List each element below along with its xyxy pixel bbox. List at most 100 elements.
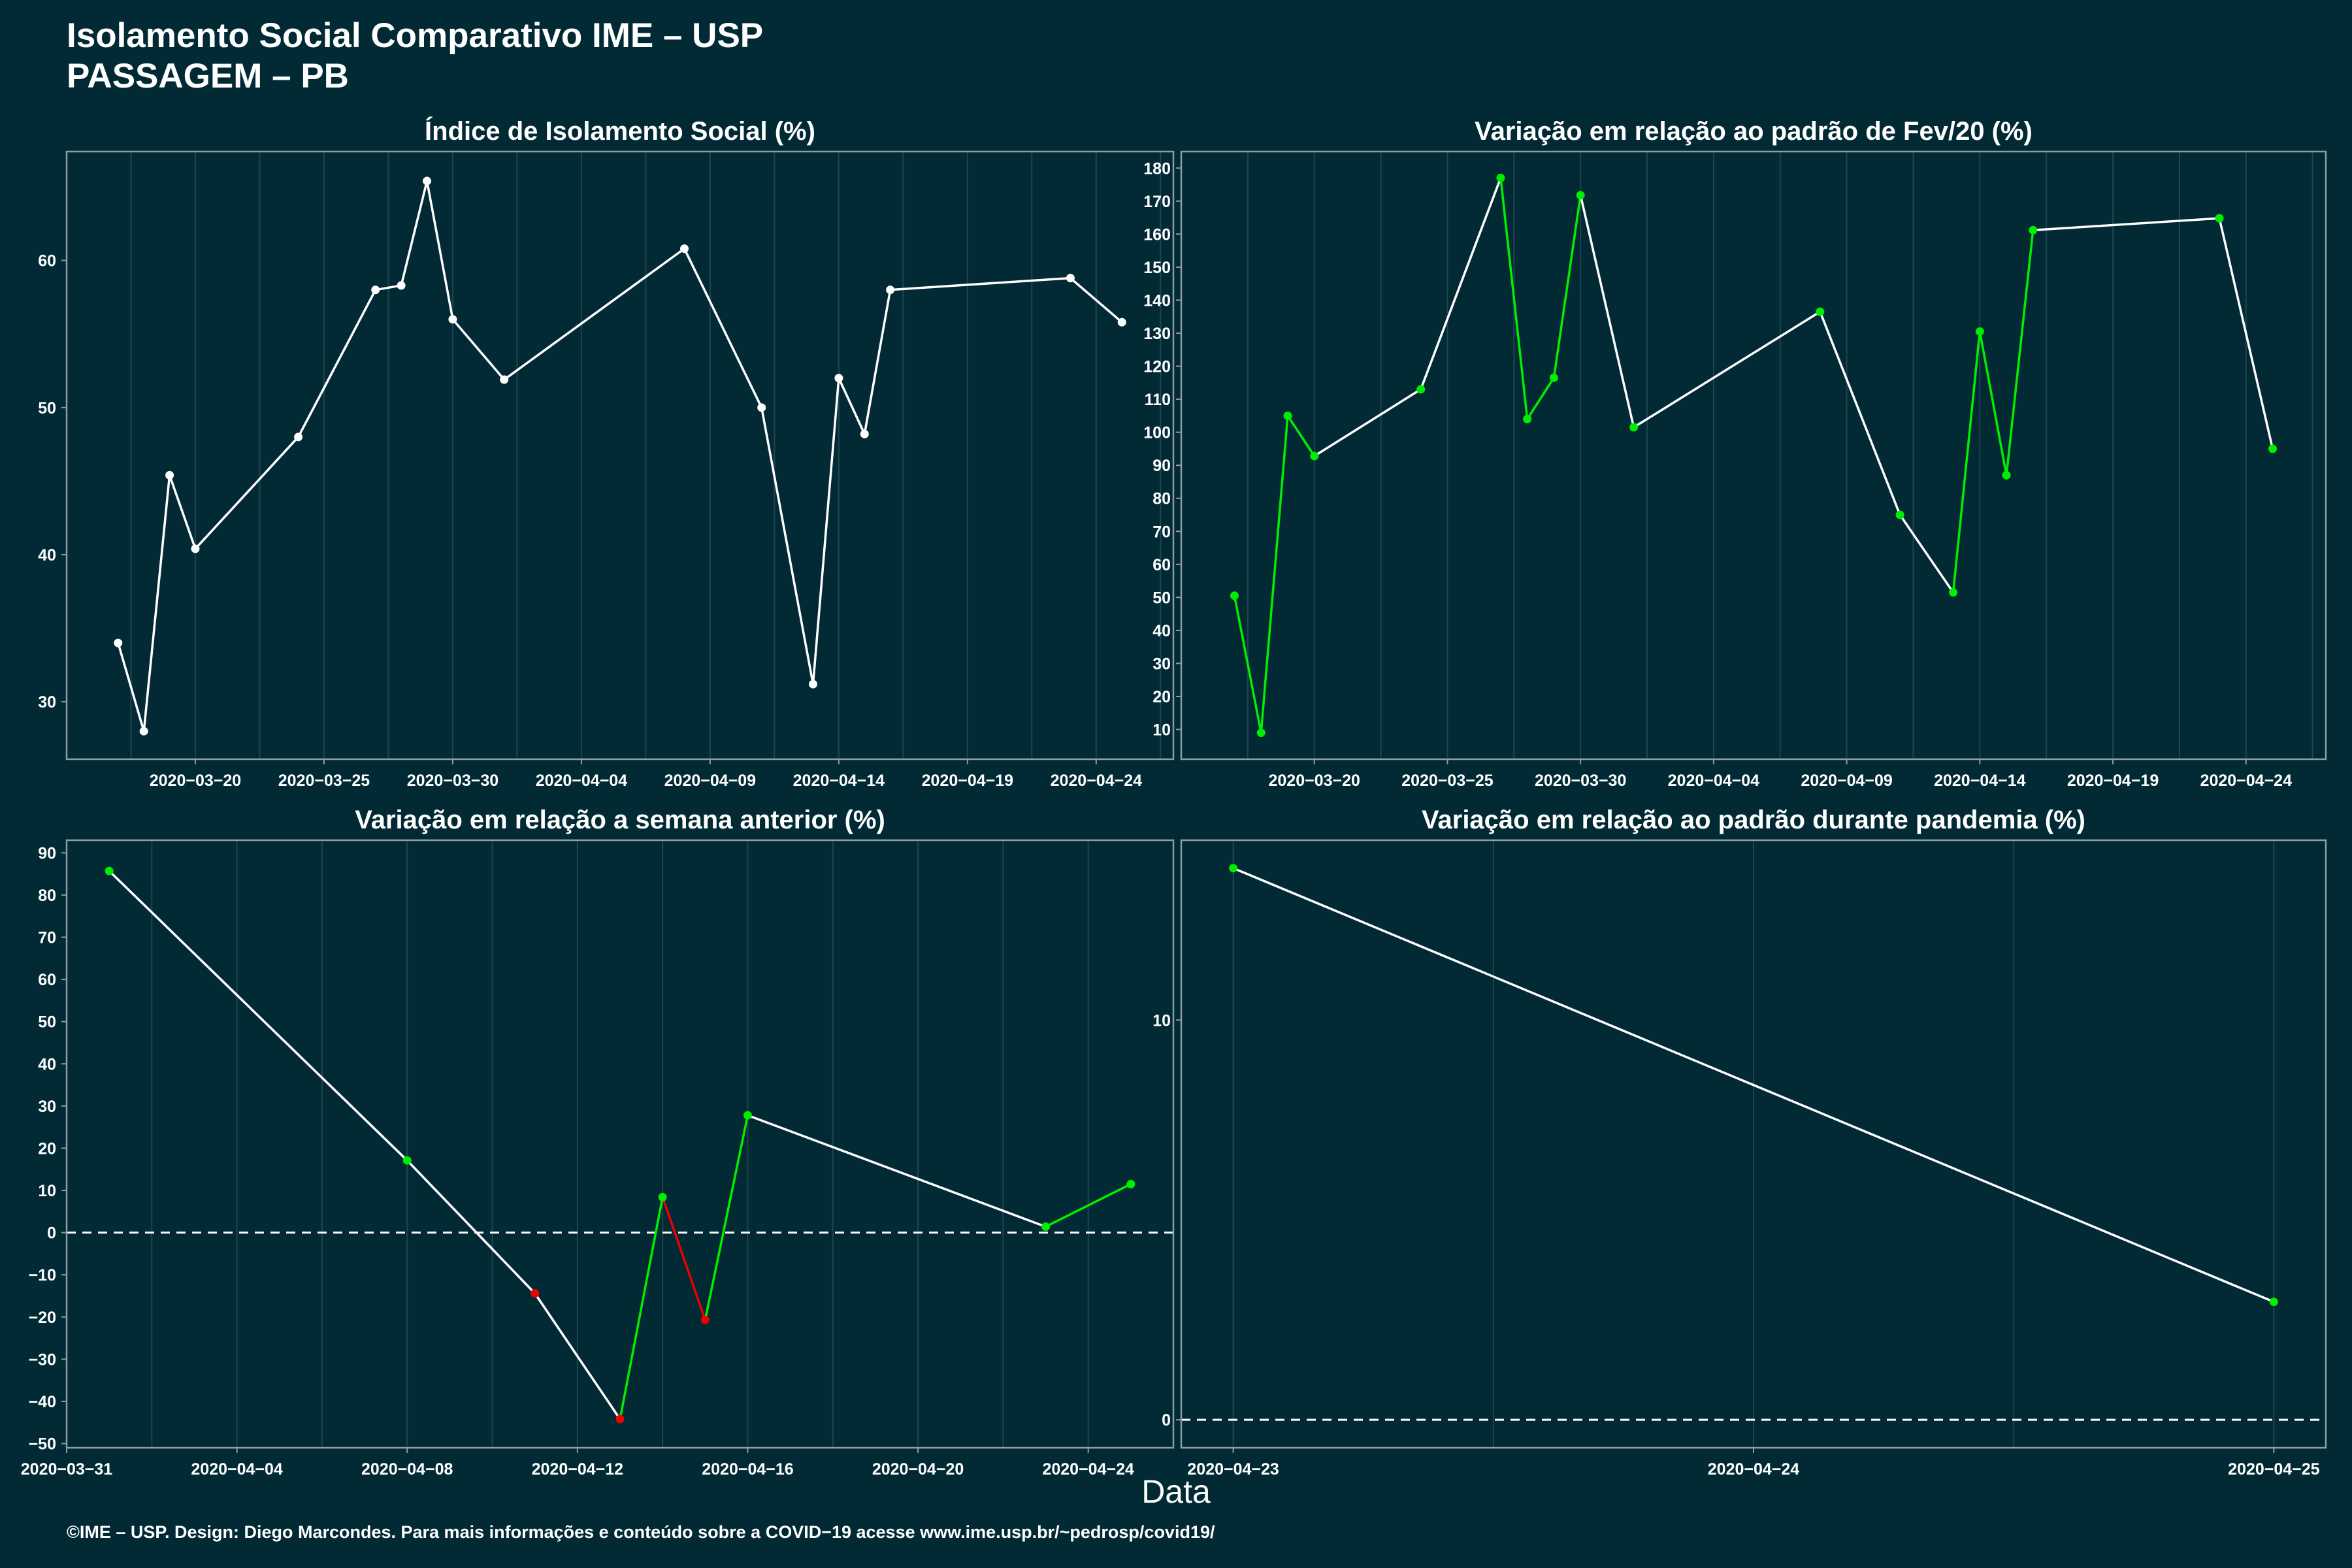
y-tick-label: −20 <box>29 1309 56 1327</box>
line-segment <box>1499 176 1529 421</box>
x-tick-label: 2020−04−08 <box>361 1460 453 1478</box>
data-point <box>1576 191 1585 200</box>
line-segment <box>1069 276 1123 323</box>
y-tick-label: 140 <box>1143 291 1171 310</box>
data-point <box>1126 1179 1135 1188</box>
y-tick-label: 90 <box>1152 457 1171 475</box>
title-line-1: Isolamento Social Comparativo IME – USP <box>67 16 764 55</box>
data-point <box>860 429 869 438</box>
line-segment <box>619 1196 664 1420</box>
x-tick-label: 2020−04−09 <box>664 772 756 790</box>
x-tick-label: 2020−04−04 <box>191 1460 283 1478</box>
x-tick-label: 2020−04−24 <box>1042 1460 1134 1478</box>
data-point <box>1416 385 1426 394</box>
line-segment <box>1579 193 1635 429</box>
line-segment <box>374 284 402 291</box>
y-tick-label: 30 <box>1152 655 1171 673</box>
data-point <box>834 374 843 383</box>
line-segment <box>451 318 506 381</box>
line-segment <box>863 288 892 436</box>
main-title: Isolamento Social Comparativo IME – USP … <box>67 16 763 97</box>
data-point <box>531 1289 540 1298</box>
title-line-2: PASSAGEM – PB <box>67 57 349 95</box>
data-point <box>1066 274 1075 283</box>
chart-panel-1: Índice de Isolamento Social (%) 30 40 50 60 2… <box>38 116 1175 790</box>
data-point <box>1949 588 1958 597</box>
line-segment <box>704 1114 749 1322</box>
y-tick-label: 40 <box>1152 622 1171 640</box>
data-point <box>658 1192 667 1201</box>
line-segment <box>533 1292 621 1420</box>
y-tick-label: 40 <box>38 1055 56 1073</box>
line-segment <box>746 1114 1047 1228</box>
line-segment <box>1899 514 1955 594</box>
data-point <box>371 286 380 295</box>
y-tick-label: 50 <box>1152 589 1171 607</box>
y-tick-label: 130 <box>1143 325 1171 343</box>
data-point <box>1041 1222 1051 1232</box>
x-tick-label: 2020−03−30 <box>1535 772 1626 790</box>
data-point <box>2269 1298 2278 1307</box>
data-point <box>1895 510 1904 519</box>
chart-title: Variação em relação ao padrão de Fev/20 … <box>1475 117 2033 146</box>
line-segment <box>889 276 1072 291</box>
data-point <box>1229 864 1238 873</box>
data-point <box>1629 423 1639 432</box>
line-segment <box>1819 310 1901 516</box>
panel-border <box>65 839 1175 1449</box>
y-tick-label: 170 <box>1143 193 1171 211</box>
data-point <box>139 727 148 736</box>
y-tick-label: 90 <box>38 844 56 862</box>
y-tick-label: 60 <box>1152 556 1171 574</box>
y-tick-label: 10 <box>1152 721 1171 740</box>
line-segment <box>2032 217 2221 232</box>
x-tick-label: 2020−04−19 <box>2067 772 2159 790</box>
data-point <box>808 679 817 689</box>
y-tick-label: 160 <box>1143 225 1171 244</box>
x-tick-label: 2020−04−24 <box>1051 772 1143 790</box>
line-segment <box>502 247 686 381</box>
x-tick-label: 2020−03−25 <box>278 772 370 790</box>
y-tick-label: 10 <box>1152 1011 1171 1030</box>
x-tick-label: 2020−04−14 <box>793 772 885 790</box>
data-point <box>191 544 200 553</box>
x-tick-label: 2020−03−25 <box>1401 772 1494 790</box>
data-point <box>1523 414 1532 423</box>
data-point <box>2002 470 2011 480</box>
line-segment <box>1552 193 1582 379</box>
y-tick-label: 120 <box>1143 358 1171 376</box>
x-tick-label: 2020−04−04 <box>1668 772 1760 790</box>
data-point <box>1816 307 1825 316</box>
x-tick-label: 2020−03−31 <box>21 1460 113 1478</box>
line-segment <box>1286 414 1316 457</box>
data-point <box>1975 327 1984 336</box>
line-segment <box>1260 414 1289 734</box>
data-point <box>1230 591 1239 600</box>
y-tick-label: −40 <box>29 1393 56 1411</box>
data-point <box>423 176 432 186</box>
y-tick-label: −50 <box>29 1435 56 1454</box>
y-tick-label: 180 <box>1143 159 1171 178</box>
x-tick-label: 2020−04−04 <box>536 772 628 790</box>
y-tick-label: 50 <box>38 1013 56 1032</box>
data-point <box>743 1111 752 1120</box>
line-segment <box>1232 867 2276 1303</box>
x-axis-label: Data <box>1141 1473 1211 1510</box>
line-segment <box>425 180 454 321</box>
data-point <box>1496 173 1505 182</box>
data-point <box>615 1414 625 1424</box>
line-segment <box>683 247 763 409</box>
x-tick-label: 2020−03−30 <box>407 772 498 790</box>
line-segment <box>406 1159 536 1295</box>
x-tick-label: 2020−04−24 <box>1708 1460 1800 1478</box>
y-tick-label: 60 <box>38 971 56 989</box>
line-segment <box>1313 388 1422 457</box>
data-point <box>1310 451 1319 461</box>
data-point <box>2029 225 2038 235</box>
x-tick-label: 2020−03−20 <box>150 772 241 790</box>
line-segment <box>108 870 408 1162</box>
x-tick-label: 2020−04−16 <box>702 1460 793 1478</box>
x-tick-label: 2020−03−20 <box>1269 772 1360 790</box>
x-tick-label: 2020−04−23 <box>1187 1460 1279 1478</box>
